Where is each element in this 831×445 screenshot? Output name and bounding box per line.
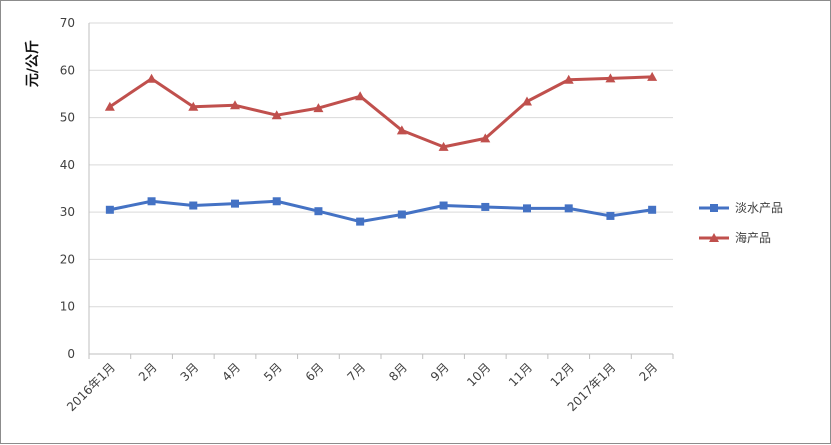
data-point [648, 205, 657, 214]
x-tick-label: 3月 [178, 360, 202, 384]
series-line [109, 199, 653, 224]
legend-item: 海产品 [699, 230, 771, 245]
x-tick-label: 2016年1月 [64, 360, 118, 414]
data-point [606, 211, 615, 220]
series-line [109, 75, 653, 149]
x-tick-label: 6月 [303, 360, 327, 384]
y-tick-labels: 0 10 20 30 40 50 60 70 [60, 16, 75, 361]
y-axis-label: 元/公斤 [24, 40, 41, 87]
y-tick-label: 60 [60, 63, 75, 77]
y-tick-label: 10 [60, 300, 75, 314]
data-point [272, 197, 281, 206]
data-point [314, 207, 323, 216]
data-point [647, 71, 658, 81]
data-point [563, 74, 574, 84]
legend-label: 淡水产品 [735, 201, 783, 215]
x-tick-label: 10月 [464, 360, 493, 389]
x-tick-label: 12月 [548, 360, 577, 389]
data-point [355, 91, 366, 101]
x-tick-label: 2月 [636, 360, 660, 384]
data-point [523, 204, 531, 213]
y-tick-label: 50 [60, 111, 75, 125]
legend-item: 淡水产品 [699, 201, 783, 215]
series-layer [104, 71, 658, 226]
x-tick-label: 8月 [386, 360, 410, 384]
x-tick-label: 11月 [506, 360, 535, 389]
data-point [522, 96, 532, 106]
data-point [104, 101, 115, 111]
data-point [231, 199, 239, 208]
gridlines [88, 22, 673, 355]
data-point [564, 204, 573, 213]
data-point [271, 110, 282, 120]
y-tick-label: 0 [67, 347, 75, 361]
series-1 [105, 197, 657, 226]
data-point [189, 201, 198, 210]
data-point [396, 125, 407, 135]
data-point [313, 103, 324, 113]
data-point [481, 202, 490, 211]
data-point [146, 73, 157, 83]
legend-label: 海产品 [735, 230, 771, 245]
y-tick-label: 40 [60, 158, 75, 172]
legend-marker [710, 204, 718, 212]
data-point [147, 197, 156, 206]
data-point [438, 141, 449, 151]
data-point [480, 133, 491, 143]
y-tick-label: 30 [60, 205, 75, 219]
data-point [188, 101, 199, 111]
data-point [605, 73, 616, 83]
x-tick-label: 2月 [136, 360, 160, 384]
data-point [439, 201, 448, 210]
y-tick-label: 70 [60, 16, 75, 30]
data-point [356, 217, 365, 226]
data-point [230, 100, 240, 110]
y-tick-label: 20 [60, 252, 75, 266]
x-tick-label: 9月 [428, 360, 452, 384]
x-tick-label: 7月 [344, 360, 368, 384]
x-tick-label: 4月 [219, 360, 243, 384]
data-point [397, 210, 406, 219]
series-2 [104, 71, 658, 151]
legend-marker [709, 233, 719, 242]
data-point [105, 205, 114, 214]
x-tick-label: 5月 [261, 360, 285, 384]
